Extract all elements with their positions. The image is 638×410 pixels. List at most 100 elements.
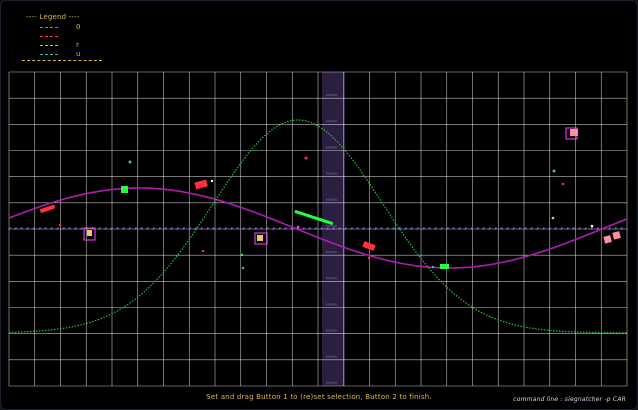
axis-tick — [368, 228, 370, 230]
legend-label: u — [76, 50, 81, 58]
white-dot[interactable] — [210, 179, 214, 183]
legend-item: u — [40, 50, 100, 58]
axis-tick — [206, 228, 208, 230]
axis-tick — [398, 228, 400, 230]
axis-tick — [92, 228, 94, 230]
axis-tick — [116, 228, 118, 230]
axis-tick — [290, 228, 292, 230]
axis-tick — [566, 228, 568, 230]
axis-tick — [20, 228, 22, 230]
green-segment[interactable] — [294, 209, 334, 226]
axis-tick — [278, 228, 280, 230]
magenta-box[interactable] — [83, 227, 96, 241]
white-dot[interactable] — [590, 224, 594, 228]
cyan-dot[interactable] — [241, 266, 245, 270]
cyan-dot[interactable] — [431, 265, 435, 269]
axis-tick — [446, 228, 448, 230]
cyan-dot[interactable] — [552, 169, 556, 173]
selection-markers[interactable] — [39, 127, 621, 270]
axis-tick — [80, 228, 82, 230]
axis-tick — [8, 228, 10, 230]
magenta-box[interactable] — [254, 232, 268, 245]
axis-tick — [536, 228, 538, 230]
axis-tick — [230, 228, 232, 230]
axis-tick — [584, 228, 586, 230]
red-dot[interactable] — [58, 223, 62, 227]
axis-tick — [302, 228, 304, 230]
axis-tick — [110, 228, 112, 230]
axis-tick — [518, 228, 520, 230]
legend-item: 0 — [40, 23, 100, 31]
grid — [8, 71, 628, 387]
axis-tick — [50, 228, 52, 230]
axis-tick — [218, 228, 220, 230]
yellow-marker[interactable] — [87, 230, 92, 236]
axis-tick — [578, 228, 580, 230]
pink-marker[interactable] — [570, 129, 578, 136]
red-dot[interactable] — [304, 156, 308, 160]
yellow-marker[interactable] — [257, 235, 263, 241]
axis-tick-labels — [326, 94, 337, 384]
command-line-text: command line : siegnatcher -p CAR — [513, 396, 626, 403]
red-dot[interactable] — [201, 249, 205, 253]
axis-tick — [32, 228, 34, 230]
axis-tick — [416, 228, 418, 230]
tick-label-mark — [326, 224, 337, 227]
legend-title: ---- Legend ---- — [26, 13, 80, 21]
red-segment[interactable] — [39, 204, 56, 214]
cyan-dot[interactable] — [128, 160, 132, 164]
red-marker[interactable] — [194, 179, 208, 190]
green-marker[interactable] — [440, 264, 449, 269]
legend-label: r — [76, 41, 79, 49]
axis-tick — [506, 228, 508, 230]
axis-tick — [260, 228, 262, 230]
legend-swatch — [40, 27, 58, 28]
red-dot[interactable] — [561, 182, 565, 186]
gaussian-curve — [8, 119, 627, 334]
axis-tick — [386, 228, 388, 230]
axis-tick — [614, 228, 616, 230]
axis-tick — [410, 228, 412, 230]
red-dot[interactable] — [367, 256, 371, 260]
yellow-dot[interactable] — [551, 216, 555, 220]
red-marker[interactable] — [362, 241, 376, 251]
axis-tick — [542, 228, 544, 230]
axis-tick — [188, 228, 190, 230]
magenta-dot[interactable] — [296, 225, 300, 229]
axis-tick — [488, 228, 490, 230]
axis-tick — [344, 228, 346, 230]
axis-tick — [572, 228, 574, 230]
axis-tick — [56, 228, 58, 230]
pink-marker[interactable] — [612, 231, 621, 240]
axis-tick — [14, 228, 16, 230]
axis-tick — [326, 228, 328, 230]
green-dot[interactable] — [240, 253, 244, 257]
legend-swatch — [40, 54, 58, 55]
axis-tick — [314, 228, 316, 230]
axis-tick — [266, 228, 268, 230]
axis-tick — [620, 228, 622, 230]
axis-tick — [548, 228, 550, 230]
tick-label-mark — [326, 146, 337, 149]
axis-tick — [452, 228, 454, 230]
legend-item: r — [40, 41, 100, 49]
axis-tick — [74, 228, 76, 230]
axis-tick — [164, 228, 166, 230]
axis-tick — [104, 228, 106, 230]
axis-tick — [320, 228, 322, 230]
legend-swatch — [40, 36, 58, 37]
axis-tick — [554, 228, 556, 230]
axis-tick — [44, 228, 46, 230]
axis-tick — [494, 228, 496, 230]
axis-tick — [332, 228, 334, 230]
legend-item — [40, 32, 100, 40]
axis-tick — [482, 228, 484, 230]
axis-tick — [338, 228, 340, 230]
green-marker[interactable] — [121, 186, 128, 193]
axis-tick — [200, 228, 202, 230]
axis-tick — [440, 228, 442, 230]
legend-swatch — [40, 45, 58, 46]
pink-marker[interactable] — [603, 235, 612, 244]
